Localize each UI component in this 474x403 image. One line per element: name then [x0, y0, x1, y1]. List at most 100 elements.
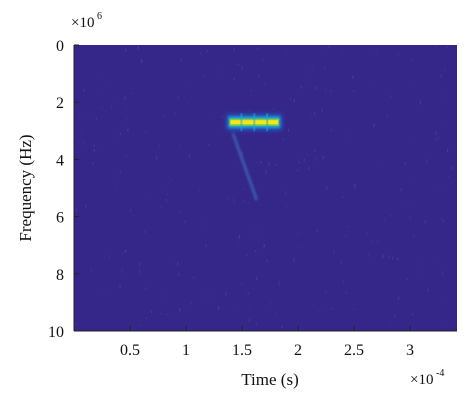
noise-speck [419, 100, 422, 105]
noise-speck [242, 200, 244, 202]
noise-speck [221, 115, 224, 118]
y-exponent-base: ×10 [71, 15, 94, 31]
noise-speck [177, 262, 179, 266]
noise-speck [75, 321, 77, 325]
noise-speck [252, 169, 254, 172]
noise-speck [93, 149, 95, 152]
noise-speck [168, 181, 170, 183]
noise-speck [156, 156, 158, 160]
noise-speck [315, 86, 317, 91]
noise-speck [373, 124, 375, 127]
noise-speck [81, 132, 83, 136]
noise-speck [145, 317, 147, 320]
noise-speck [278, 283, 280, 286]
noise-speck [327, 45, 329, 49]
background-noise [74, 45, 453, 329]
noise-speck [447, 175, 449, 177]
noise-speck [266, 259, 268, 263]
noise-speck [225, 292, 227, 296]
noise-speck [411, 313, 414, 316]
noise-speck [83, 142, 85, 146]
noise-speck [310, 85, 312, 87]
noise-speck [101, 107, 103, 110]
noise-speck [125, 249, 127, 253]
noise-speck [354, 184, 356, 189]
noise-speck [232, 198, 234, 200]
y-exponent-power: 6 [97, 11, 102, 22]
noise-speck [92, 161, 94, 165]
noise-speck [342, 279, 344, 284]
noise-speck [237, 305, 239, 307]
noise-speck [375, 51, 377, 55]
noise-speck [138, 323, 141, 327]
noise-speck [368, 253, 370, 257]
noise-speck [388, 255, 390, 258]
noise-speck [446, 323, 448, 326]
noise-speck [179, 144, 181, 147]
noise-speck [247, 291, 249, 295]
spectrogram-features [226, 113, 283, 201]
noise-speck [186, 103, 188, 105]
noise-speck [129, 209, 132, 213]
noise-speck [319, 310, 321, 313]
noise-speck [166, 192, 168, 196]
noise-speck [442, 297, 445, 300]
y-tick-label: 8 [56, 267, 64, 284]
noise-speck [340, 261, 342, 264]
noise-speck [241, 66, 243, 71]
noise-speck [297, 232, 299, 235]
noise-speck [177, 316, 179, 320]
noise-speck [316, 230, 318, 232]
noise-speck [139, 262, 141, 267]
noise-speck [160, 205, 162, 208]
noise-speck [344, 235, 346, 237]
noise-speck [141, 59, 143, 63]
y-tick-label: 10 [48, 324, 64, 341]
noise-speck [186, 327, 188, 329]
noise-speck [98, 145, 100, 148]
noise-speck [241, 151, 243, 155]
noise-speck [412, 142, 414, 145]
noise-speck [206, 50, 208, 52]
noise-speck [285, 51, 287, 54]
noise-speck [233, 77, 235, 81]
noise-speck [275, 164, 277, 166]
noise-speck [386, 113, 388, 118]
noise-speck [247, 201, 249, 206]
noise-speck [159, 144, 161, 146]
noise-speck [397, 257, 399, 261]
noise-speck [426, 159, 428, 163]
noise-speck [390, 95, 392, 98]
noise-speck [119, 284, 121, 288]
noise-speck [122, 251, 124, 255]
noise-speck [300, 85, 303, 89]
noise-speck [419, 271, 421, 273]
noise-speck [300, 245, 303, 249]
noise-speck [256, 277, 258, 280]
noise-speck [130, 92, 132, 95]
noise-speck [353, 308, 355, 310]
noise-speck [328, 45, 331, 48]
y-tick-label: 6 [56, 210, 64, 227]
noise-speck [440, 217, 442, 220]
noise-speck [444, 68, 446, 72]
noise-speck [85, 204, 87, 208]
noise-speck [268, 162, 270, 166]
noise-speck [350, 135, 352, 137]
noise-speck [333, 249, 335, 254]
noise-speck [114, 185, 116, 188]
chirp-streak [232, 132, 258, 201]
noise-speck [241, 282, 243, 285]
noise-speck [306, 153, 308, 155]
y-axis-title: Frequency (Hz) [16, 134, 35, 241]
noise-speck [404, 162, 406, 165]
noise-speck [345, 291, 347, 294]
noise-speck [248, 318, 250, 323]
noise-speck [119, 132, 121, 136]
noise-speck [245, 289, 247, 292]
noise-speck [198, 189, 201, 191]
noise-speck [105, 85, 107, 88]
noise-speck [165, 313, 167, 316]
noise-speck [313, 112, 316, 116]
